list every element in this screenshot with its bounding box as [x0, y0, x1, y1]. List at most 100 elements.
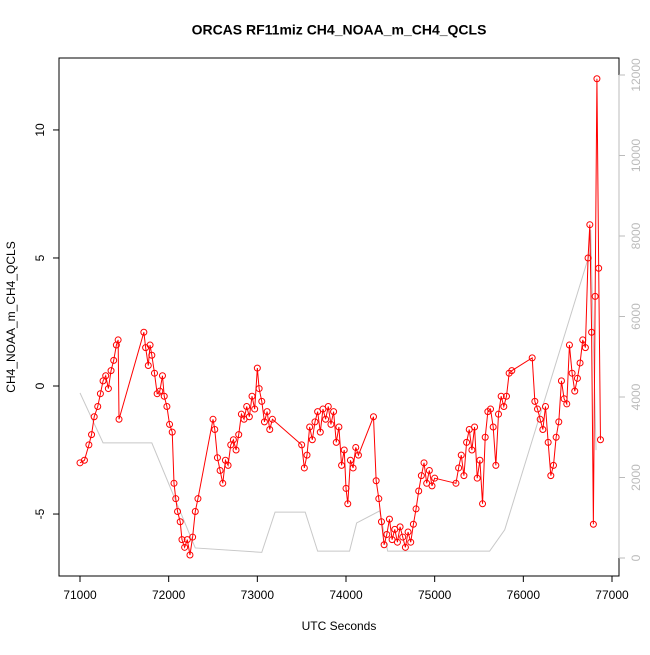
data-point	[174, 507, 182, 515]
chart-title: ORCAS RF11miz CH4_NOAA_m_CH4_QCLS	[192, 22, 487, 38]
data-point	[415, 487, 423, 495]
data-point	[110, 356, 118, 364]
data-point	[263, 408, 271, 416]
data-point	[94, 402, 102, 410]
y-tick-label: -5	[33, 508, 47, 519]
data-point	[168, 428, 176, 436]
data-point	[463, 438, 471, 446]
data-point	[335, 423, 343, 431]
data-point	[235, 431, 243, 439]
y2-tick-label: 6000	[629, 303, 643, 330]
data-point	[508, 367, 516, 375]
data-point	[476, 456, 484, 464]
data-point	[481, 433, 489, 441]
data-point	[471, 423, 479, 431]
data-point	[500, 402, 508, 410]
data-point	[189, 533, 197, 541]
data-point	[85, 441, 93, 449]
data-point	[468, 446, 476, 454]
y2-tick-label: 4000	[629, 383, 643, 410]
data-point	[579, 336, 587, 344]
data-point	[176, 518, 184, 526]
data-point	[327, 420, 335, 428]
data-point	[539, 426, 547, 434]
data-point	[146, 341, 154, 349]
data-point	[306, 423, 314, 431]
data-point	[409, 520, 417, 528]
data-point	[148, 351, 156, 359]
x-tick-label: 74000	[329, 588, 363, 602]
data-point	[576, 359, 584, 367]
data-point	[399, 533, 407, 541]
data-point	[596, 436, 604, 444]
data-point	[487, 405, 495, 413]
data-point	[479, 500, 487, 508]
data-point	[245, 413, 253, 421]
data-point	[178, 536, 186, 544]
data-point	[107, 367, 115, 375]
y2-tick-label: 12000	[629, 58, 643, 92]
data-point	[248, 392, 256, 400]
data-point	[460, 472, 468, 480]
data-point	[495, 410, 503, 418]
data-point	[595, 264, 603, 272]
data-point	[300, 464, 308, 472]
data-point	[593, 75, 601, 83]
data-point	[380, 541, 388, 549]
data-point	[158, 372, 166, 380]
data-point	[338, 461, 346, 469]
data-point	[396, 523, 404, 531]
data-point	[209, 415, 217, 423]
y2-tick-label: 2000	[629, 464, 643, 491]
data-point	[420, 459, 428, 467]
x-tick-label: 75000	[418, 588, 452, 602]
data-point	[316, 428, 324, 436]
x-axis-label: UTC Seconds	[302, 619, 377, 633]
data-point	[102, 372, 110, 380]
data-point	[552, 433, 560, 441]
data-point	[352, 443, 360, 451]
y2-tick-label: 8000	[629, 222, 643, 249]
data-point	[375, 495, 383, 503]
data-point	[251, 405, 259, 413]
data-point	[489, 423, 497, 431]
data-point	[340, 446, 348, 454]
y2-tick-label: 0	[629, 554, 643, 561]
data-point	[211, 426, 219, 434]
data-point	[407, 538, 415, 546]
data-point	[186, 551, 194, 559]
data-point	[571, 387, 579, 395]
x-tick-label: 71000	[63, 588, 97, 602]
data-point	[115, 415, 123, 423]
data-point	[584, 254, 592, 262]
data-point	[425, 467, 433, 475]
data-point	[473, 474, 481, 482]
data-point	[534, 405, 542, 413]
data-point	[160, 392, 168, 400]
data-point	[213, 454, 221, 462]
data-point	[455, 464, 463, 472]
data-point	[258, 397, 266, 405]
y-tick-label: 5	[33, 254, 47, 261]
data-point	[385, 515, 393, 523]
data-point	[369, 413, 377, 421]
data-point	[549, 461, 557, 469]
x-tick-label: 73000	[241, 588, 275, 602]
data-point	[181, 543, 189, 551]
data-point	[243, 402, 251, 410]
series-line	[79, 78, 601, 556]
data-point	[377, 518, 385, 526]
data-point	[194, 495, 202, 503]
data-point	[344, 500, 352, 508]
data-point	[581, 344, 589, 352]
data-point	[170, 479, 178, 487]
data-point	[536, 415, 544, 423]
data-point	[565, 341, 573, 349]
data-point	[452, 479, 460, 487]
data-point	[591, 292, 599, 300]
data-point	[88, 431, 96, 439]
data-point	[492, 461, 500, 469]
data-point	[372, 477, 380, 485]
data-point	[303, 451, 311, 459]
y-tick-label: 10	[33, 123, 47, 137]
